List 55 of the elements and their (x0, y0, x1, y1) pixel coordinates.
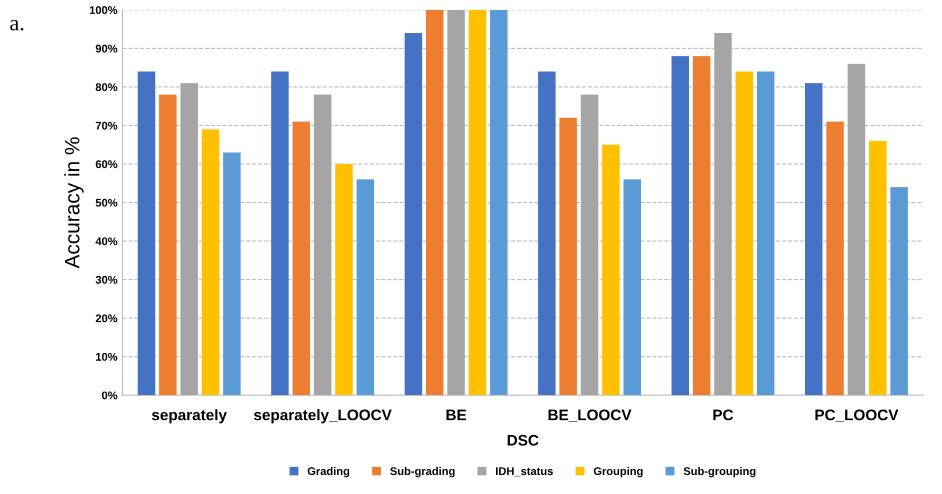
bar (602, 144, 620, 396)
bar (804, 83, 822, 396)
bar (404, 33, 422, 396)
bar (180, 83, 198, 396)
y-tick-label: 30% (96, 276, 118, 284)
bar (848, 64, 866, 396)
bar (890, 187, 908, 396)
bar (692, 56, 710, 396)
bar (335, 164, 353, 396)
bar (756, 72, 774, 396)
bar (580, 94, 598, 396)
y-tick-label: 70% (96, 122, 118, 130)
x-tick-label: PC (713, 409, 734, 420)
legend-label: IDH_status (496, 467, 553, 476)
y-tick-label: 40% (96, 237, 118, 246)
y-tick-label: 50% (96, 198, 118, 207)
y-tick-label: 10% (96, 352, 118, 361)
y-tick-label: 80% (96, 83, 118, 92)
chart-title: a. (10, 20, 24, 31)
bar (538, 72, 556, 396)
legend-label: Sub-grading (390, 466, 455, 478)
y-tick-label: 20% (96, 314, 118, 322)
bar (314, 94, 332, 396)
bar (271, 72, 289, 396)
legend-label: Grouping (594, 466, 643, 478)
bar (159, 94, 177, 396)
bar (468, 10, 486, 396)
bar (623, 179, 641, 396)
bar (714, 33, 732, 396)
bar (292, 122, 310, 396)
x-tick-label: separately_LOOCV (254, 409, 392, 424)
bar (426, 10, 444, 396)
x-tick-label: BE (446, 410, 466, 420)
bar (672, 56, 690, 396)
bar (447, 10, 465, 396)
x-tick-label: BE_LOOCV (548, 409, 632, 422)
bar (138, 72, 156, 396)
x-tick-label: PC_LOOCV (815, 409, 898, 422)
y-tick-label: 0% (102, 391, 118, 400)
x-tick-label: separately (152, 409, 227, 424)
bar (356, 179, 374, 396)
bar (223, 152, 241, 396)
bar (490, 10, 508, 396)
x-axis-title: DSC (508, 434, 539, 446)
legend-label: Sub-grouping (684, 466, 756, 478)
bar (736, 72, 754, 396)
y-tick-label: 90% (96, 44, 118, 53)
bar (826, 122, 844, 396)
legend-label: Grading (308, 466, 350, 478)
y-tick-label: 60% (96, 160, 118, 168)
y-axis-title: Accuracy in % (64, 137, 84, 268)
bar (869, 140, 887, 396)
bar (202, 129, 220, 396)
y-tick-label: 100% (90, 6, 118, 14)
bar (559, 118, 577, 396)
